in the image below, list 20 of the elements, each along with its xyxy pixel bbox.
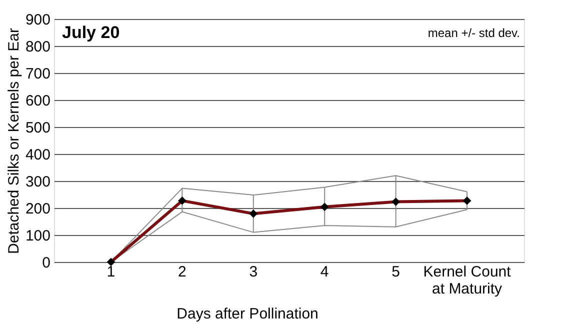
y-tick-label: 800 [25,38,50,56]
x-tick-label: 5 [392,264,400,280]
x-tick-label: 1 [106,264,116,280]
y-tick-label: 200 [25,200,50,218]
x-tick-label: 3 [249,264,258,280]
y-tick-label: 600 [25,92,50,110]
x-tick-label: 4 [320,264,329,280]
x-axis-title: Days after Pollination [176,306,318,322]
x-tick-label: 2 [178,264,186,280]
y-tick-label: 900 [25,12,50,28]
y-tick-label: 700 [25,66,50,82]
y-tick-label: 100 [25,228,50,244]
x-tick-label: Kernel Count at Maturity [423,264,512,298]
annotation: mean +/- std dev. [428,26,520,40]
y-tick-label: 400 [25,146,50,164]
y-tick-label: 300 [25,174,50,190]
y-tick-label: 500 [25,120,50,136]
chart-title: July 20 [62,23,120,42]
y-axis-title: Detached Silks or Kernels per Ear [5,28,22,254]
y-tick-label: 0 [42,254,50,272]
